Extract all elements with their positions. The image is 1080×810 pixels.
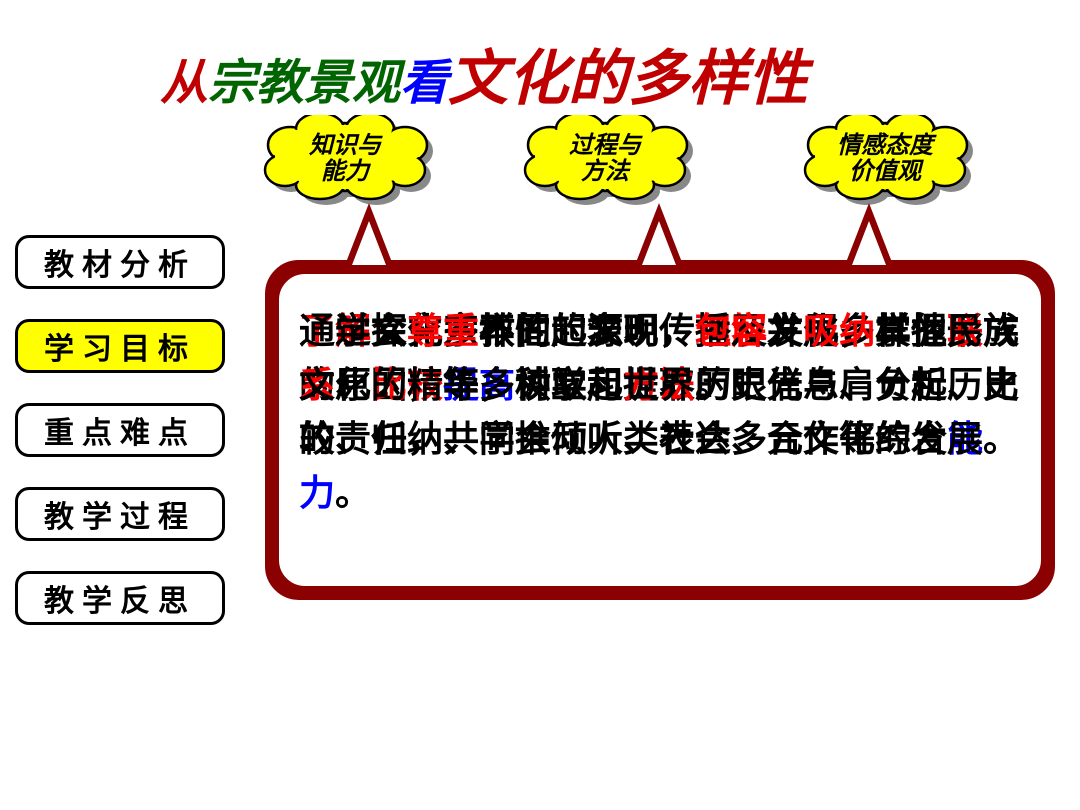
title-mid: 宗教景观 <box>208 43 400 113</box>
cloud-label: 知识与能力 <box>270 133 420 186</box>
layer-attitude: 学会尊重不同的文明，包容并吸纳其他民族文化的精华，树立起世界的眼光与肩负起历史的… <box>299 304 1049 466</box>
callout-box: 了解文化多样性的表现，理解文化多样性形成的原因，提高读取和提取历史信息、分析、比… <box>265 260 1055 600</box>
callout-tail-inner <box>852 221 886 265</box>
title-prefix: 从 <box>160 43 208 113</box>
nav-btn-4[interactable]: 教学反思 <box>15 571 225 625</box>
sidebar-nav: 教材分析学习目标重点难点教学过程教学反思 <box>15 235 225 625</box>
callout-tail-inner <box>642 221 676 265</box>
nav-btn-3[interactable]: 教学过程 <box>15 487 225 541</box>
cloud-label: 情感态度价值观 <box>810 133 960 186</box>
page-title: 从 宗教景观 看 文化的多样性 <box>160 30 808 117</box>
callout-tail-inner <box>352 221 386 265</box>
nav-btn-1[interactable]: 学习目标 <box>15 319 225 373</box>
cloud-label: 过程与方法 <box>530 133 680 186</box>
nav-btn-2[interactable]: 重点难点 <box>15 403 225 457</box>
title-sep: 看 <box>400 43 448 113</box>
title-main: 文化的多样性 <box>448 30 808 117</box>
nav-btn-0[interactable]: 教材分析 <box>15 235 225 289</box>
